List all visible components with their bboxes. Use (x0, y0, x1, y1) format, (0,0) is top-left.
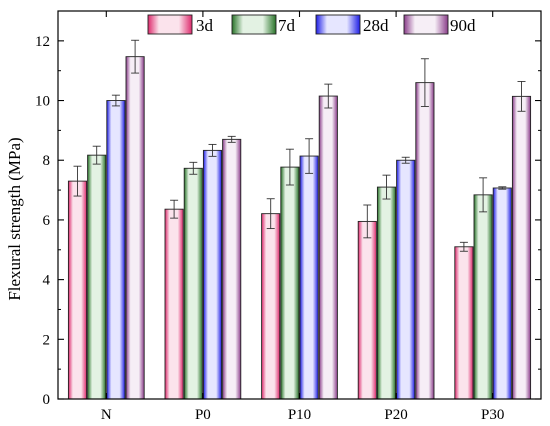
y-axis-label: Flexural strength (MPa) (5, 137, 24, 300)
bar-7d-N (87, 154, 107, 400)
legend-label-7d: 7d (278, 16, 296, 35)
legend-label-28d: 28d (363, 16, 389, 35)
bar-90d-N (125, 56, 145, 400)
bar-3d-N (67, 180, 88, 400)
x-tick-label-N: N (101, 407, 112, 423)
bar-7d-P10 (280, 166, 300, 400)
x-tick-label-P30: P30 (481, 407, 504, 423)
y-tick-label: 8 (43, 153, 51, 169)
legend-label-90d: 90d (450, 16, 476, 35)
bar-7d-P30 (473, 194, 493, 400)
legend-swatch-28d (315, 14, 361, 35)
bar-90d-P0 (222, 138, 242, 400)
bar-28d-P0 (202, 149, 223, 400)
y-tick-label: 2 (43, 332, 51, 348)
legend-swatch-90d (403, 14, 449, 35)
bar-28d-N (106, 100, 126, 400)
bar-7d-P0 (183, 167, 203, 400)
bar-3d-P10 (261, 213, 281, 400)
bar-3d-P20 (357, 220, 377, 400)
x-tick-label-P10: P10 (288, 407, 311, 423)
bar-3d-P30 (454, 246, 474, 400)
x-tick-label-P0: P0 (195, 407, 211, 423)
bar-28d-P30 (492, 187, 512, 400)
bar-28d-P20 (396, 159, 416, 400)
bar-28d-P10 (299, 155, 319, 400)
bar-7d-P20 (376, 186, 397, 400)
bar-3d-P0 (164, 208, 184, 400)
y-tick-label: 6 (43, 213, 51, 229)
y-tick-label: 4 (43, 273, 51, 289)
bar-90d-P10 (318, 95, 338, 400)
bar-90d-P30 (511, 95, 532, 400)
y-tick-label: 12 (35, 34, 50, 50)
bar-90d-P20 (415, 82, 435, 400)
x-tick-label-P20: P20 (384, 407, 407, 423)
legend-label-3d: 3d (196, 16, 214, 35)
y-tick-label: 0 (43, 392, 51, 408)
legend-swatch-3d (147, 14, 193, 35)
legend-swatch-7d (231, 14, 277, 35)
y-tick-label: 10 (35, 94, 50, 110)
